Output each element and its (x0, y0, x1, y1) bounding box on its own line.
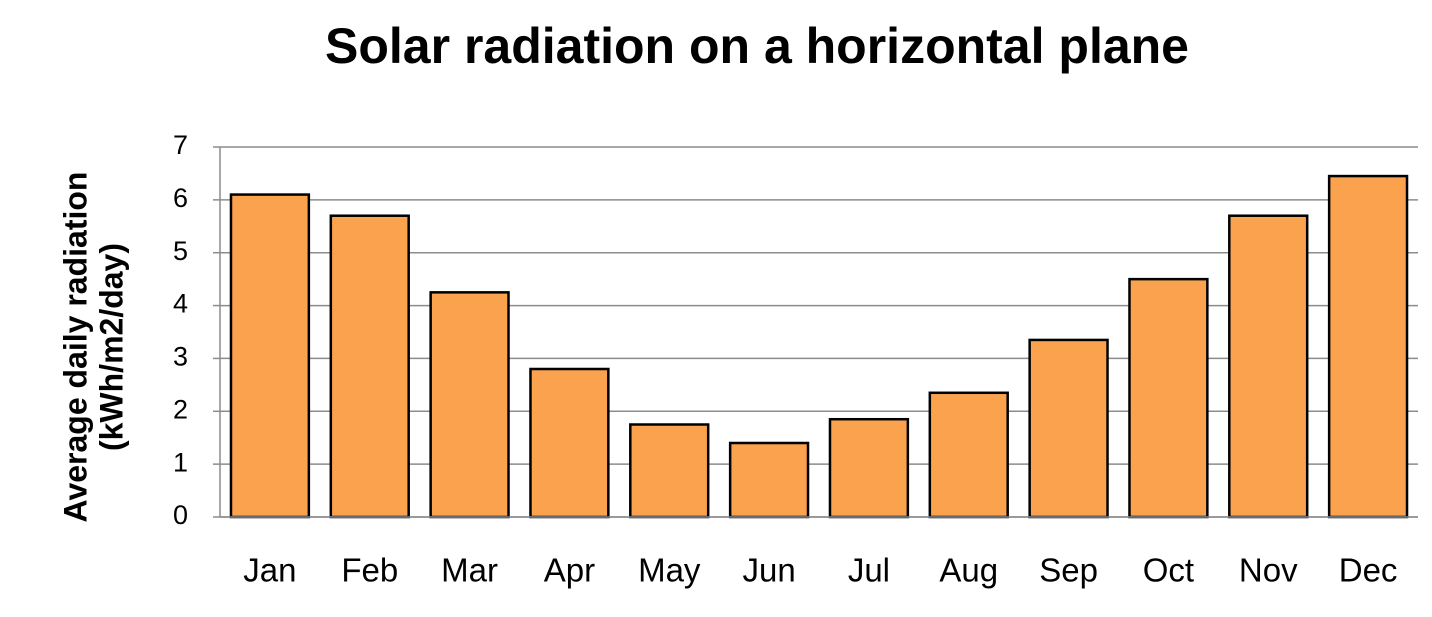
x-tick-label: Apr (544, 552, 595, 589)
x-tick-label: Nov (1239, 552, 1298, 589)
y-tick-label: 1 (173, 447, 188, 477)
chart-title: Solar radiation on a horizontal plane (325, 18, 1189, 74)
bar (629, 423, 710, 519)
bar (329, 214, 410, 519)
y-axis-label-line: Average daily radiation (57, 172, 93, 523)
bar (828, 417, 910, 519)
y-tick-label: 0 (173, 500, 188, 530)
bar (429, 291, 510, 519)
bar (529, 367, 610, 519)
x-tick-label: Mar (441, 552, 498, 589)
y-tick-label: 3 (173, 342, 188, 372)
y-tick-label: 6 (173, 183, 188, 213)
y-tick-label: 4 (173, 289, 188, 319)
x-tick-label: Dec (1339, 552, 1398, 589)
x-tick-label: Aug (939, 552, 998, 589)
bar (1228, 214, 1309, 519)
x-tick-label: Feb (341, 552, 398, 589)
bar (1128, 277, 1209, 519)
bar (1327, 174, 1409, 519)
x-tick-label: Sep (1039, 552, 1098, 589)
y-tick-label: 2 (173, 394, 188, 424)
x-tick-label: Jan (243, 552, 296, 589)
x-tick-label: May (638, 552, 701, 589)
y-axis-label-line: (kWh/m2/day) (93, 243, 129, 451)
y-tick-label: 7 (173, 130, 188, 160)
y-axis-label: Average daily radiation (kWh/m2/day) (57, 172, 129, 523)
bar (1028, 338, 1109, 519)
x-tick-label: Jun (742, 552, 795, 589)
y-tick-label: 5 (173, 236, 188, 266)
bar (229, 193, 311, 519)
x-tick-label: Jul (848, 552, 890, 589)
bar (728, 441, 810, 519)
x-tick-label: Oct (1143, 552, 1194, 589)
bar (928, 391, 1009, 519)
